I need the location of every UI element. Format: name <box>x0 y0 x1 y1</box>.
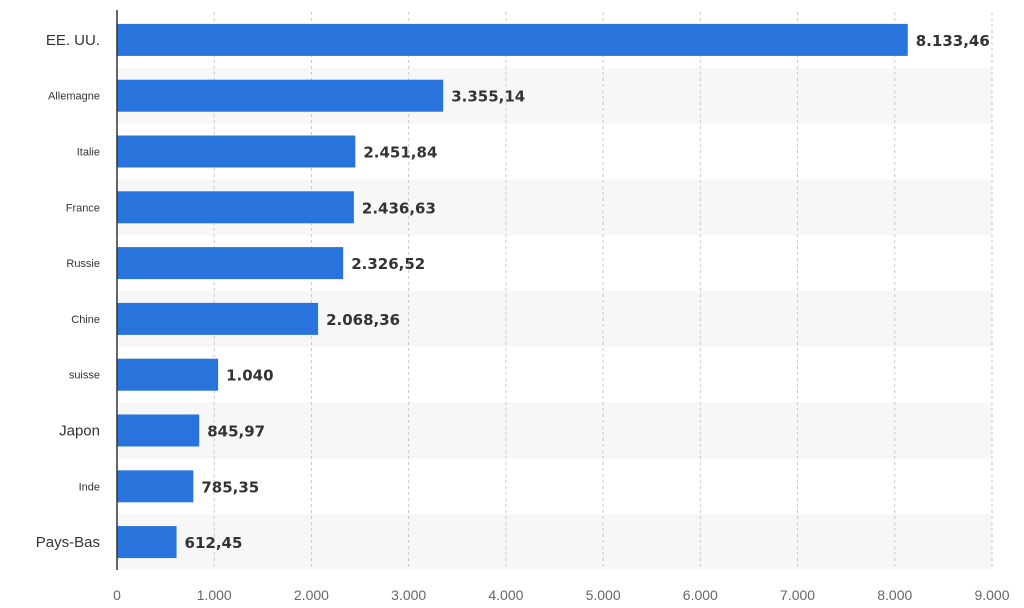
bar <box>117 414 200 447</box>
category-label: suisse <box>69 370 100 382</box>
x-tick-label: 6.000 <box>683 587 718 603</box>
bar <box>117 23 908 56</box>
bar <box>117 247 344 280</box>
category-label: Russie <box>66 258 100 270</box>
gridlines <box>213 12 993 570</box>
category-label: Allemagne <box>48 91 100 103</box>
category-labels: EE. UU. Allemagne Italie France Russie Chine s… <box>36 32 100 551</box>
bar <box>117 135 356 168</box>
data-label: 785,35 <box>201 478 259 496</box>
bar <box>117 526 177 559</box>
x-tick-label: 0 <box>113 587 121 603</box>
bar <box>117 470 194 503</box>
x-tick-label: 5.000 <box>586 587 621 603</box>
bar <box>117 358 219 391</box>
data-labels: 8.133,46 3.355,14 2.451,84 2.436,63 2.326,52… <box>185 32 990 552</box>
category-label: Pays-Bas <box>36 534 100 551</box>
x-tick-label: 8.000 <box>877 587 912 603</box>
data-label: 8.133,46 <box>916 32 990 50</box>
bars <box>117 23 908 559</box>
bar <box>117 302 319 335</box>
data-label: 2.326,52 <box>351 255 425 273</box>
data-label: 3.355,14 <box>451 88 525 106</box>
category-label: Chine <box>71 314 100 326</box>
row-bands <box>117 67 992 570</box>
row-band <box>117 514 992 570</box>
category-label: Italie <box>77 147 100 159</box>
x-tick-label: 9.000 <box>974 587 1009 603</box>
x-tick-label: 3.000 <box>391 587 426 603</box>
data-label: 2.451,84 <box>363 144 437 162</box>
category-label: Inde <box>79 481 100 493</box>
x-tick-label: 7.000 <box>780 587 815 603</box>
category-label: Japon <box>59 423 100 440</box>
data-label: 612,45 <box>185 534 243 552</box>
data-label: 1.040 <box>226 367 273 385</box>
x-tick-labels: 0 1.000 2.000 3.000 4.000 5.000 6.000 7.000 8.00… <box>113 587 1010 603</box>
data-label: 2.068,36 <box>326 311 400 329</box>
category-label: France <box>66 202 100 214</box>
bar <box>117 79 444 112</box>
data-label: 845,97 <box>207 423 265 441</box>
category-label: EE. UU. <box>46 32 100 49</box>
x-tick-label: 1.000 <box>197 587 232 603</box>
row-band <box>117 402 992 459</box>
data-label: 2.436,63 <box>362 199 436 217</box>
bar <box>117 191 354 224</box>
x-tick-label: 4.000 <box>488 587 523 603</box>
x-tick-label: 2.000 <box>294 587 329 603</box>
